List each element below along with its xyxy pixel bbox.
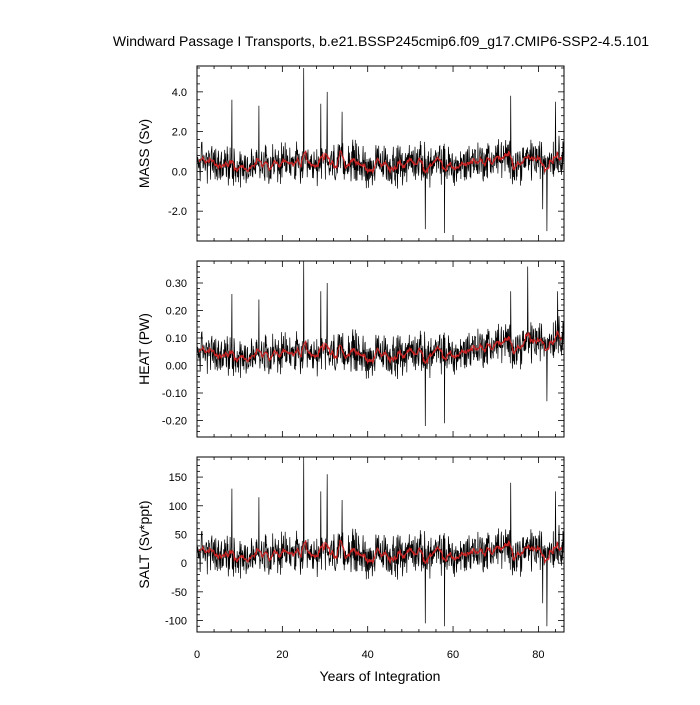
heat-y-tick-label: 0.10 — [166, 333, 187, 345]
salt-y-tick-label: -100 — [165, 616, 187, 628]
heat-raw-series-line — [197, 261, 564, 427]
salt-y-tick-label: 100 — [169, 501, 187, 513]
heat-y-tick-label: 0.20 — [166, 306, 187, 318]
salt-panel: -100 -50 0 50 100 150 SALT (Sv*ppt) — [136, 456, 565, 633]
x-tick-label: 0 — [194, 649, 200, 661]
mass-raw-series-line — [197, 67, 564, 234]
salt-y-tick-label: 50 — [175, 529, 187, 541]
mass-y-tick-label: 4.0 — [172, 87, 187, 99]
salt-smoothed-series-line — [198, 539, 563, 565]
x-axis-title: Years of Integration — [320, 668, 441, 684]
salt-y-axis-title: SALT (Sv*ppt) — [136, 500, 152, 588]
salt-y-tick-label: 0 — [181, 558, 187, 570]
heat-y-tick-label: -0.10 — [162, 388, 187, 400]
panels-group: -2.0 0.0 2.0 4.0 MASS (Sv) -0.20 -0.10 0.00 0.10… — [136, 65, 565, 661]
x-tick-label: 40 — [362, 649, 374, 661]
salt-raw-series-line — [197, 457, 564, 627]
heat-y-axis-title: HEAT (PW) — [136, 313, 152, 385]
x-tick-label: 20 — [276, 649, 288, 661]
mass-y-tick-label: -2.0 — [168, 206, 187, 218]
x-tick-label: 80 — [532, 649, 544, 661]
mass-plot-frame — [196, 65, 565, 242]
heat-y-tick-label: 0.00 — [166, 361, 187, 373]
salt-y-tick-label: -50 — [171, 587, 187, 599]
mass-y-tick-label: 2.0 — [172, 127, 187, 139]
mass-smoothed-series-line — [198, 150, 563, 175]
mass-y-axis-title: MASS (Sv) — [136, 119, 152, 188]
x-tick-label: 60 — [447, 649, 459, 661]
salt-plot-frame — [196, 456, 565, 633]
heat-smoothed-series-line — [198, 330, 563, 365]
salt-y-tick-label: 150 — [169, 472, 187, 484]
heat-y-tick-label: 0.30 — [166, 278, 187, 290]
heat-y-tick-label: -0.20 — [162, 416, 187, 428]
mass-y-tick-label: 0.0 — [172, 166, 187, 178]
chart-title: Windward Passage I Transports, b.e21.BSS… — [113, 33, 649, 49]
mass-panel: -2.0 0.0 2.0 4.0 MASS (Sv) — [136, 65, 565, 242]
heat-panel: -0.20 -0.10 0.00 0.10 0.20 0.30 HEAT (PW) — [136, 260, 565, 438]
